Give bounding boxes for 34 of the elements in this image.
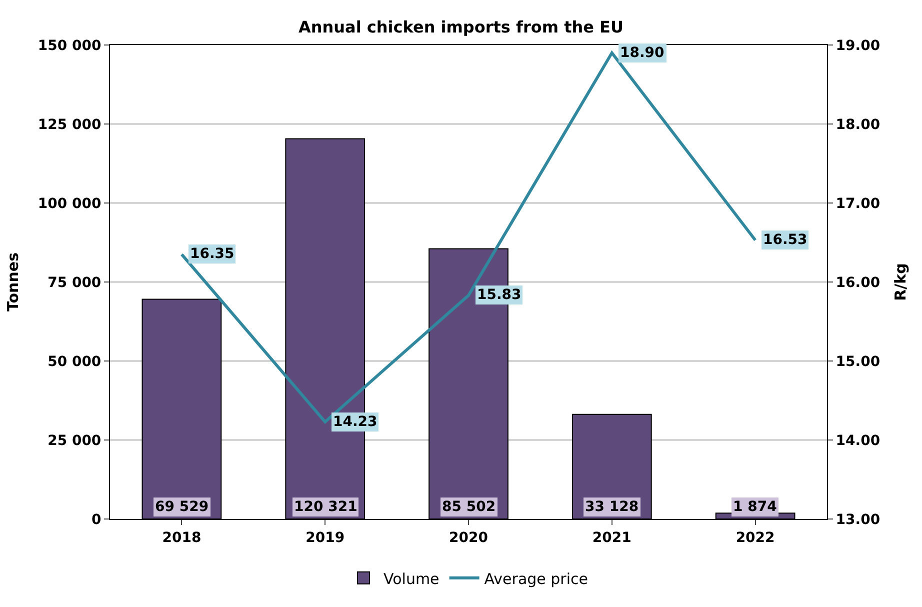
- data-label: 85 502: [442, 499, 496, 515]
- y-tick-label: 150 000: [38, 38, 102, 54]
- y-tick-label: 75 000: [48, 274, 102, 291]
- data-label: 33 128: [585, 499, 639, 515]
- data-label: 16.53: [763, 232, 808, 248]
- legend-label: Volume: [384, 570, 440, 588]
- y2-tick-label: 17.00: [836, 196, 880, 212]
- data-label: 69 529: [155, 499, 209, 515]
- y-tick-label: 100 000: [38, 196, 102, 212]
- y-tick-label: 50 000: [48, 354, 102, 370]
- x-tick-label: 2019: [306, 530, 345, 546]
- data-label: 15.83: [477, 287, 522, 303]
- x-tick-label: 2018: [162, 530, 202, 546]
- y2-tick-label: 13.00: [836, 512, 880, 528]
- data-label: 16.35: [190, 246, 234, 262]
- x-tick-label: 2020: [449, 530, 488, 546]
- legend-label: Average price: [484, 570, 588, 588]
- y-tick-label: 25 000: [48, 432, 102, 449]
- data-label: 14.23: [333, 414, 378, 430]
- y2-axis-title: R/kg: [891, 263, 910, 301]
- data-label: 120 321: [294, 499, 358, 515]
- y-tick-label: 125 000: [38, 116, 102, 133]
- x-tick-label: 2022: [736, 530, 775, 546]
- data-label: 1 874: [733, 499, 778, 515]
- x-tick-label: 2021: [592, 530, 632, 546]
- y2-tick-label: 14.00: [836, 432, 880, 449]
- y2-tick-label: 19.00: [836, 38, 880, 54]
- y2-tick-label: 15.00: [836, 354, 880, 370]
- y-tick-label: 0: [91, 512, 102, 528]
- y2-tick-label: 16.00: [836, 274, 880, 291]
- chart-title: Annual chicken imports from the EU: [298, 17, 624, 36]
- data-label: 18.90: [620, 45, 665, 61]
- y2-tick-label: 18.00: [836, 116, 880, 133]
- y-axis-title: Tonnes: [4, 252, 22, 312]
